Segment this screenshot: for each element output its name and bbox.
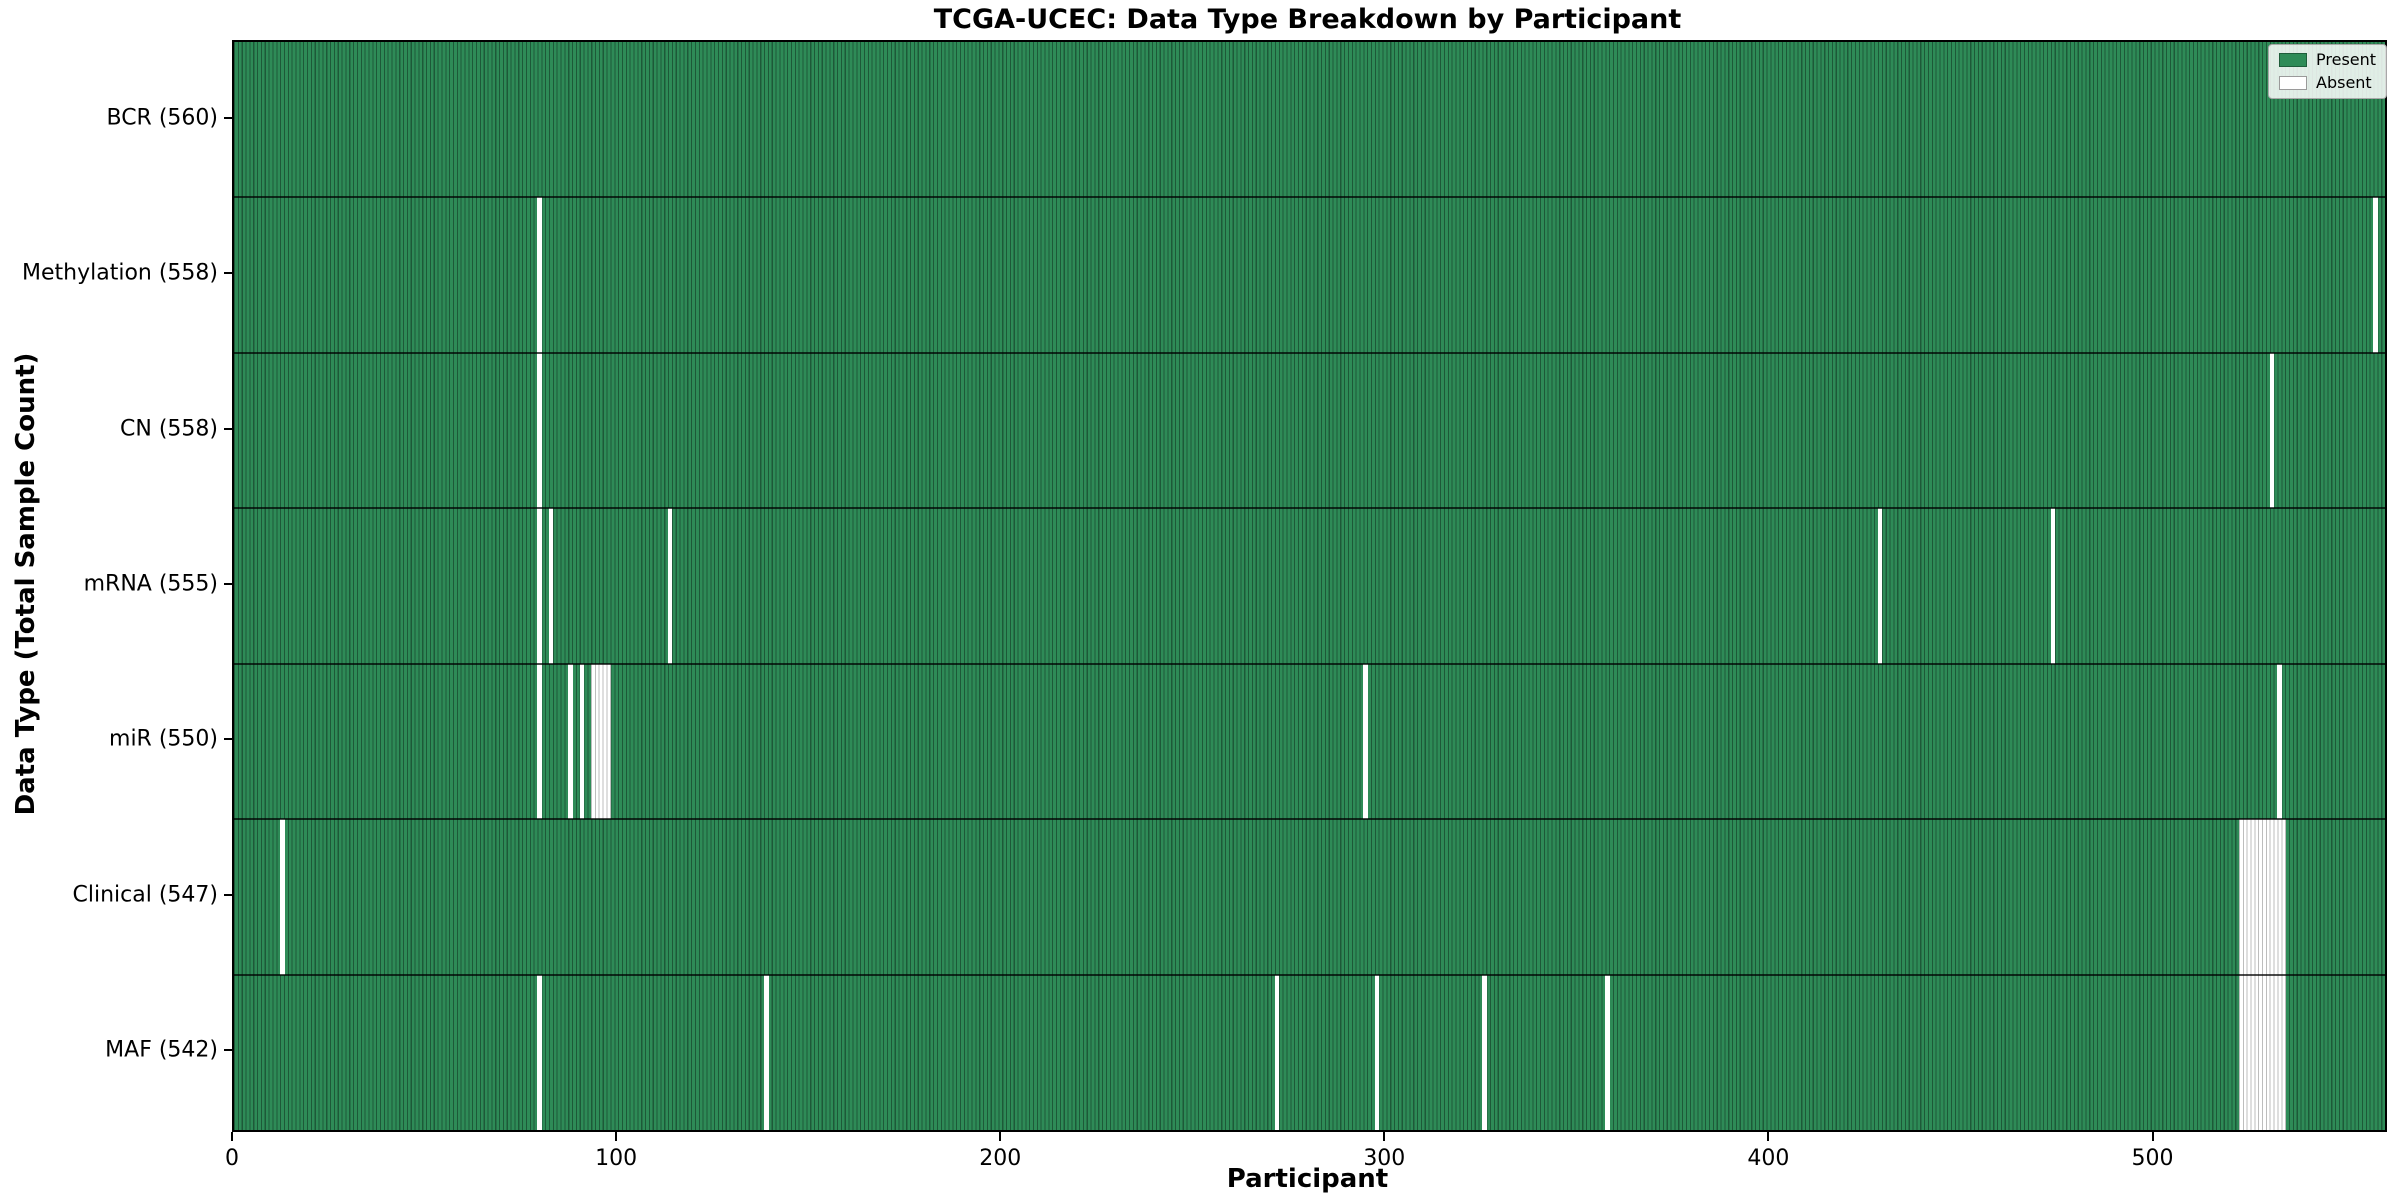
- row-separator: [234, 662, 2385, 665]
- x-tick-mark: [231, 1132, 233, 1141]
- absent-gap-mir: [537, 663, 542, 820]
- absent-gap-mir: [568, 663, 573, 820]
- absent-gap-mir: [2277, 663, 2282, 820]
- absent-gap-mrna: [537, 508, 542, 664]
- y-tick-mark: [224, 272, 233, 275]
- y-tick-label-cn: CN (558): [120, 416, 218, 442]
- row-separator: [234, 818, 2385, 821]
- x-tick-label-300: 300: [1363, 1146, 1406, 1171]
- x-tick-mark: [1767, 1132, 1770, 1141]
- absent-gap-methylation: [2373, 197, 2378, 353]
- legend-item-present: Present: [2279, 52, 2376, 68]
- chart-title: TCGA-UCEC: Data Type Breakdown by Partic…: [933, 4, 1682, 35]
- y-tick-mark: [224, 1049, 233, 1052]
- legend-label-absent: Absent: [2316, 73, 2372, 92]
- absent-gap-cn: [2269, 352, 2275, 509]
- x-tick-label-400: 400: [1747, 1146, 1790, 1171]
- x-tick-label-0: 0: [225, 1146, 239, 1171]
- x-tick-label-200: 200: [979, 1146, 1022, 1171]
- y-tick-mark: [224, 583, 233, 585]
- absent-gap-mir: [591, 663, 612, 820]
- absent-gap-maf: [1274, 974, 1280, 1130]
- present-swatch-icon: [2279, 53, 2307, 67]
- x-tick-mark: [999, 1132, 1002, 1141]
- y-tick-mark: [224, 116, 233, 119]
- y-tick-mark: [224, 893, 233, 896]
- y-tick-label-maf: MAF (542): [105, 1037, 218, 1063]
- y-tick-label-bcr: BCR (560): [106, 105, 218, 131]
- absent-gap-mrna: [1877, 508, 1883, 664]
- y-tick-label-mrna: mRNA (555): [83, 571, 218, 597]
- y-tick-label-mir: miR (550): [109, 726, 218, 752]
- absent-swatch-icon: [2279, 76, 2307, 90]
- absent-gap-maf: [764, 974, 769, 1130]
- y-tick-mark: [224, 738, 233, 741]
- legend: Present Absent: [2268, 44, 2388, 99]
- row-separator: [234, 973, 2385, 976]
- legend-label-present: Present: [2316, 50, 2377, 69]
- y-tick-mark: [224, 427, 233, 430]
- absent-gap-maf: [1482, 974, 1487, 1130]
- x-tick-mark: [1383, 1132, 1386, 1141]
- absent-gap-maf: [1374, 974, 1380, 1130]
- absent-gap-maf: [537, 974, 542, 1130]
- legend-item-absent: Absent: [2279, 75, 2376, 91]
- row-separator: [234, 507, 2385, 510]
- absent-gap-clinical: [2239, 819, 2286, 975]
- y-tick-label-methylation: Methylation (558): [22, 260, 218, 286]
- absent-gap-mrna: [548, 508, 554, 664]
- absent-gap-methylation: [537, 197, 542, 353]
- absent-gap-mir: [579, 663, 585, 820]
- absent-gap-maf: [1605, 974, 1610, 1130]
- x-axis-title: Participant: [1226, 1164, 1389, 1194]
- absent-gap-maf: [2239, 974, 2286, 1130]
- x-tick-label-500: 500: [2131, 1146, 2174, 1171]
- absent-gap-mrna: [2050, 508, 2056, 664]
- row-separator: [234, 351, 2385, 354]
- x-tick-mark: [2151, 1132, 2154, 1141]
- absent-gap-mir: [1363, 663, 1368, 820]
- plot-area: [232, 40, 2387, 1132]
- absent-gap-mrna: [668, 508, 673, 664]
- absent-gap-clinical: [280, 819, 285, 975]
- x-tick-mark: [615, 1132, 618, 1141]
- y-tick-label-clinical: Clinical (547): [72, 882, 218, 908]
- row-separator: [234, 196, 2385, 199]
- x-tick-label-100: 100: [595, 1146, 638, 1171]
- absent-gap-cn: [537, 352, 542, 509]
